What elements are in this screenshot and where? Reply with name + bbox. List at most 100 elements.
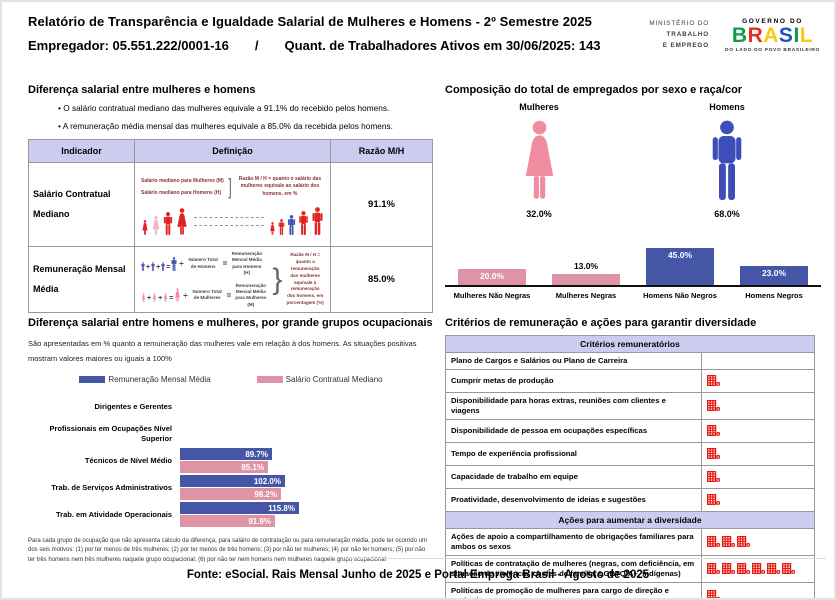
composition-bar: 23.0% — [740, 266, 808, 285]
occupation-category-label: Trab. em Atividade Operacionais — [55, 509, 172, 519]
female-person-glyph — [175, 288, 181, 302]
bar-slot: 13.0% — [539, 261, 633, 285]
criteria-marks — [700, 582, 816, 598]
male-person-glyph — [278, 219, 285, 235]
occupation-category-label: Dirigentes e Gerentes — [94, 401, 172, 411]
occupation-bar: 102.0% — [180, 475, 285, 487]
occupation-row: Profissionais em Ocupações Nível Superio… — [28, 420, 434, 447]
criteria-marks — [700, 442, 816, 466]
composition-chart: 20.0% 13.0% 45.0% 23.0% Mulheres Não Negras… — [445, 239, 821, 300]
gov-brasil-wordmark: BRASIL — [725, 24, 820, 47]
page-title: Relatório de Transparência e Igualdade S… — [28, 14, 593, 29]
women-divisor-text: Número Total de Mulheres — [192, 289, 222, 301]
divide-operator: ÷ — [183, 290, 188, 300]
occupation-row: Dirigentes e Gerentes — [28, 393, 434, 420]
female-person-glyph — [164, 293, 168, 303]
median-labels: Salário mediano para Mulheres (M) Salári… — [141, 175, 224, 199]
female-person-glyph — [141, 293, 146, 303]
criteria-tbody: Critérios remuneratórios Plano de Cargos … — [445, 335, 816, 598]
col-indicator: Indicador — [28, 139, 135, 163]
gov-wordmark-letter: L — [799, 24, 814, 47]
criteria-marks — [700, 392, 816, 420]
section-composition: Composição do total de empregados por se… — [445, 84, 821, 300]
ministry-logo: MINISTÉRIO DO TRABALHO E EMPREGO — [649, 19, 709, 51]
occupation-bar: 98.2% — [180, 488, 281, 500]
criteria-marks — [700, 369, 816, 393]
men-divisor-text: Número Total de Homens — [188, 257, 218, 269]
gov-wordmark-letter: A — [763, 24, 779, 47]
criteria-marks — [700, 528, 816, 556]
company-building-icon — [721, 536, 735, 548]
occupation-bar-pair: 89.7% 85.1% — [180, 448, 272, 473]
company-building-icon — [721, 563, 735, 575]
company-building-icon — [706, 471, 720, 483]
criteria-section-row: Ações para aumentar a diversidade — [445, 511, 815, 529]
criteria-row: Políticas de contratação de mulheres (ne… — [445, 555, 816, 583]
table-header-row: Indicador Definição Razão M/H — [28, 139, 433, 163]
criteria-row: Proatividade, desenvolvimento de ideias … — [445, 488, 816, 512]
gov-wordmark-letter: R — [747, 24, 764, 47]
bar-category-label: Homens Negros — [745, 291, 803, 300]
male-person-glyph — [151, 261, 155, 271]
criteria-title: Critérios de remuneração e ações para ga… — [445, 317, 757, 329]
occupation-category-label: Profissionais em Ocupações Nível Superio… — [49, 424, 172, 443]
indicator-median: Salário Contratual Mediano — [28, 162, 135, 247]
gov-wordmark-letter: B — [731, 24, 748, 47]
company-building-icon — [706, 494, 720, 506]
divide-operator: ÷ — [179, 259, 184, 269]
female-label: Mulheres — [519, 102, 559, 112]
occupation-title: Diferença salarial entre homens e mulher… — [28, 317, 433, 329]
company-building-icon — [706, 375, 720, 387]
bullet-mean-salary: A remuneração média mensal das mulheres … — [58, 121, 432, 131]
criteria-row: Políticas de promoção de mulheres para c… — [445, 582, 816, 598]
occupation-row: Trab. de Serviços Administrativos 102.0% 9… — [28, 474, 434, 501]
occupation-chart: Dirigentes e Gerentes Profissionais em Oc… — [28, 393, 434, 528]
female-figure-block: Mulheres 32.0% — [445, 102, 633, 219]
composition-title: Composição do total de empregados por se… — [445, 84, 743, 96]
composition-bar: 20.0% — [458, 269, 526, 285]
occupation-footnote: Para cada grupo de ocupação que não apre… — [28, 538, 427, 563]
company-building-icon — [706, 425, 720, 437]
criteria-section-header: Critérios remuneratórios — [445, 335, 815, 353]
ministry-line: TRABALHO — [666, 31, 710, 39]
median-range-lines — [194, 216, 264, 226]
bar-value-label: 85.1% — [241, 462, 264, 472]
bullet-median-salary: O salário contratual mediano das mulhere… — [58, 103, 432, 113]
criteria-label: Capacidade de trabalho em equipe — [445, 465, 702, 489]
employer-id: Empregador: 05.551.222/0001-16 — [28, 38, 229, 53]
bar-value-label: 23.0% — [761, 268, 787, 278]
bar-slot: 23.0% — [727, 266, 821, 285]
bracket-glyph: ] — [228, 174, 232, 199]
equals-operator: = — [222, 259, 228, 269]
criteria-section-row: Critérios remuneratórios — [445, 335, 815, 353]
occupation-bar: 115.8% — [180, 502, 299, 514]
legend-swatch — [256, 376, 283, 383]
composition-chart-labels: Mulheres Não Negras Mulheres Negras Homens… — [445, 291, 821, 300]
col-ratio: Razão M/H — [330, 139, 433, 163]
mean-formulas: + + = ÷ Número Total de Homens = Remuneraç… — [141, 251, 268, 308]
subtitle-separator: / — [254, 38, 259, 53]
mean-definition-graphic: + + = ÷ Número Total de Homens = Remuneraç… — [141, 251, 324, 308]
criteria-marks — [700, 555, 816, 583]
criteria-marks — [700, 352, 816, 370]
female-person-glyph — [270, 222, 275, 235]
company-building-icon — [706, 590, 720, 598]
criteria-row: Plano de Cargos e Salários ou Plano de C… — [445, 352, 816, 370]
men-sum-figures: + + = — [141, 256, 177, 271]
criteria-label: Plano de Cargos e Salários ou Plano de C… — [445, 352, 702, 370]
ratio-median-value: 91.1% — [330, 162, 433, 247]
mean-formula-men: + + = ÷ Número Total de Homens = Remuneraç… — [141, 251, 268, 276]
definition-median: Salário mediano para Mulheres (M) Salári… — [134, 162, 331, 247]
criteria-marks — [700, 488, 816, 512]
criteria-label: Cumprir metas de produção — [445, 369, 702, 393]
bar-value-label: 98.2% — [254, 489, 277, 499]
page-subtitle: Empregador: 05.551.222/0001-16 / Quant. … — [28, 38, 601, 53]
occupation-bar: 91.9% — [180, 515, 275, 527]
composition-bar: 45.0% — [646, 248, 714, 285]
bar-value-label: 91.9% — [248, 516, 271, 526]
male-person-glyph — [141, 261, 145, 271]
table-row-median-salary: Salário Contratual Mediano Salário media… — [28, 162, 433, 247]
composition-chart-bars: 20.0% 13.0% 45.0% 23.0% — [445, 239, 821, 287]
header-titles: Relatório de Transparência e Igualdade S… — [28, 14, 601, 53]
